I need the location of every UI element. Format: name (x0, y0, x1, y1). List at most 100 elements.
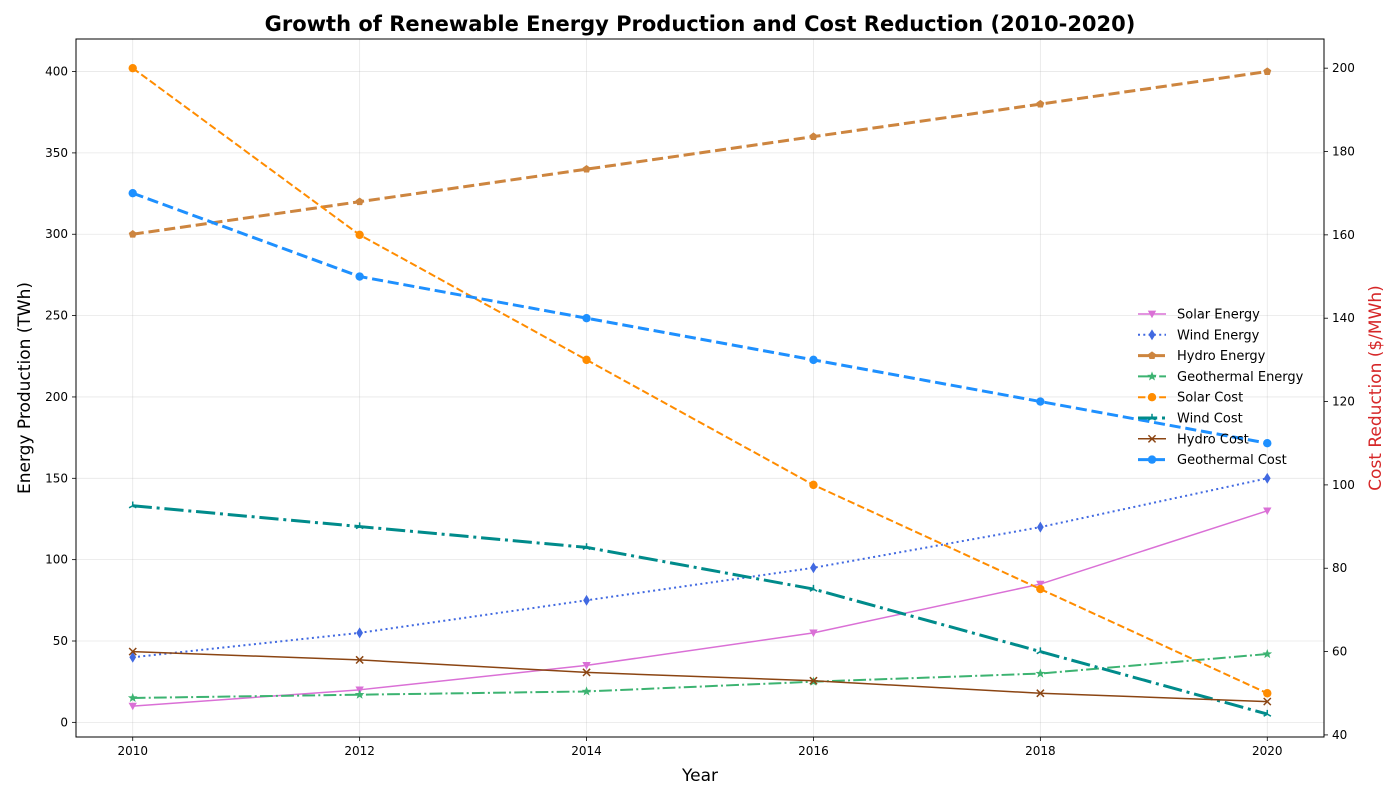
data-point-wind-energy (810, 562, 817, 574)
data-point-wind-cost (355, 522, 364, 530)
data-point-hydro-energy (1263, 67, 1272, 75)
legend-item-geothermal-energy: Geothermal Energy (1138, 370, 1304, 385)
data-point-geothermal-energy (1262, 648, 1273, 659)
data-point-solar-energy (128, 702, 137, 711)
y-right-tick-label: 100 (1332, 478, 1355, 492)
data-point-solar-energy (582, 662, 591, 670)
data-point-hydro-energy (582, 164, 591, 173)
data-point-geothermal-cost (1263, 439, 1272, 448)
legend-item-geothermal-cost: Geothermal Cost (1138, 453, 1287, 468)
y-left-tick-label: 400 (45, 65, 68, 79)
legend-marker (1147, 371, 1157, 381)
data-point-geothermal-energy (127, 692, 138, 703)
series-solar-cost (128, 63, 1272, 698)
legend: Solar Energy Wind Energy Hydro Energy Geoth… (1138, 308, 1304, 468)
data-point-hydro-cost (809, 676, 818, 685)
x-tick-label: 2012 (344, 744, 375, 758)
legend-item-solar-energy: Solar Energy (1138, 308, 1260, 323)
legend-label: Wind Energy (1177, 328, 1260, 343)
x-tick-label: 2016 (798, 744, 829, 758)
data-point-wind-energy (1037, 521, 1044, 533)
data-point-geothermal-energy (1035, 668, 1046, 678)
y-left-tick-label: 250 (45, 309, 68, 323)
series-layer (127, 63, 1273, 717)
legend-marker (1147, 310, 1157, 319)
data-point-wind-energy (129, 651, 137, 663)
series-line-wind-energy (132, 477, 1268, 659)
legend-item-solar-cost: Solar Cost (1138, 391, 1243, 406)
series-line-geothermal-energy (132, 653, 1268, 699)
data-point-geothermal-energy (354, 689, 365, 699)
data-point-hydro-energy (128, 230, 137, 238)
x-tick-label: 2010 (117, 744, 148, 758)
y-left-tick-label: 300 (45, 227, 68, 241)
x-axis-label: Year (681, 766, 718, 786)
legend-item-hydro-cost: Hydro Cost (1138, 432, 1249, 447)
series-geothermal-cost (128, 188, 1272, 448)
data-point-solar-energy (1036, 580, 1045, 589)
plot-frame (75, 38, 1325, 738)
legend-marker (1147, 393, 1157, 402)
data-point-solar-cost (1036, 584, 1045, 594)
data-point-wind-cost (1036, 647, 1045, 655)
legend-item-wind-cost: Wind Cost (1138, 412, 1243, 427)
data-point-solar-energy (1263, 507, 1272, 516)
x-tick-label: 2020 (1252, 744, 1283, 758)
y-left-tick-label: 50 (53, 634, 68, 648)
data-point-hydro-cost (355, 655, 364, 665)
data-point-wind-energy (583, 594, 590, 606)
y-right-tick-label: 200 (1332, 61, 1355, 75)
y-left-tick-label: 350 (45, 146, 68, 160)
data-point-geothermal-cost (809, 355, 818, 365)
legend-marker (1148, 351, 1156, 359)
y-right-tick-label: 180 (1332, 145, 1355, 159)
y-right-tick-label: 80 (1332, 561, 1347, 575)
data-point-geothermal-cost (128, 188, 137, 198)
data-point-wind-energy (1263, 472, 1271, 484)
data-point-hydro-energy (1036, 99, 1045, 108)
legend-label: Solar Cost (1177, 391, 1243, 406)
legend-label: Geothermal Cost (1177, 453, 1287, 468)
series-wind-cost (128, 501, 1272, 717)
data-point-geothermal-cost (355, 272, 364, 281)
data-point-solar-cost (355, 230, 364, 240)
data-point-hydro-energy (809, 132, 818, 141)
legend-marker (1147, 413, 1157, 421)
data-point-solar-cost (809, 480, 818, 490)
data-point-wind-cost (809, 584, 818, 592)
y-left-tick-label: 0 (60, 715, 68, 729)
y-axis-left-label: Energy Production (TWh) (15, 282, 35, 494)
chart-title: Growth of Renewable Energy Production an… (265, 12, 1136, 36)
data-point-wind-energy (356, 627, 363, 639)
series-wind-energy (129, 472, 1271, 663)
data-point-solar-cost (582, 355, 591, 365)
y-left-tick-label: 200 (45, 390, 68, 404)
y-axis-left-ticks: 0 50 100 150 200 250 300 350 400 (45, 65, 76, 729)
series-hydro-cost (128, 647, 1272, 706)
legend-marker (1147, 455, 1157, 464)
data-point-solar-cost (1263, 689, 1272, 698)
legend-marker (1148, 329, 1156, 341)
data-point-geothermal-energy (581, 686, 592, 696)
series-line-solar-cost (132, 67, 1268, 695)
y-right-tick-label: 120 (1332, 395, 1355, 409)
legend-label: Hydro Energy (1177, 349, 1266, 364)
data-point-solar-energy (809, 629, 818, 638)
series-line-geothermal-cost (132, 191, 1268, 445)
data-point-geothermal-cost (582, 314, 591, 323)
legend-label: Hydro Cost (1177, 432, 1249, 447)
series-line-hydro-cost (132, 650, 1268, 703)
legend-item-hydro-energy: Hydro Energy (1138, 349, 1266, 364)
data-point-wind-cost (128, 501, 137, 509)
data-point-hydro-cost (582, 668, 591, 677)
data-point-hydro-cost (128, 647, 137, 656)
data-point-geothermal-cost (1036, 397, 1045, 406)
legend-label: Wind Cost (1177, 412, 1243, 427)
data-point-hydro-cost (1263, 697, 1272, 706)
series-line-wind-cost (132, 504, 1268, 716)
data-point-wind-cost (582, 543, 591, 551)
y-right-tick-label: 60 (1332, 645, 1347, 659)
x-axis-ticks: 2010 2012 2014 2016 2018 2020 (117, 737, 1283, 758)
